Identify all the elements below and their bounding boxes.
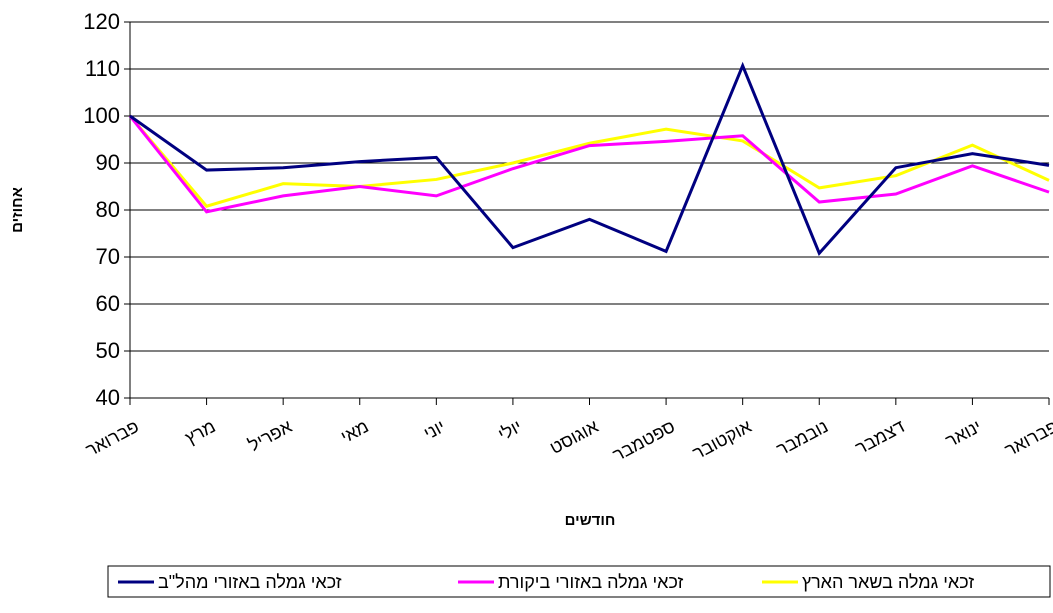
x-tick-label: יולי bbox=[495, 416, 525, 445]
y-tick-label: 110 bbox=[85, 56, 120, 81]
x-tick-label: אפריל bbox=[245, 416, 296, 456]
y-tick-label: 40 bbox=[96, 385, 120, 410]
x-tick-label: נובמבר bbox=[773, 416, 831, 460]
legend-label: זכאי גמלה בשאר הארץ bbox=[802, 572, 974, 592]
x-tick-label: פברואר bbox=[82, 416, 142, 460]
legend-label: זכאי גמלה באזורי מהל"ב bbox=[158, 572, 342, 592]
y-tick-label: 100 bbox=[83, 103, 120, 128]
x-tick-label: יוני bbox=[420, 416, 448, 444]
x-tick-label: דצמבר bbox=[852, 416, 908, 458]
x-tick-label: מאי bbox=[337, 416, 371, 447]
y-tick-label: 90 bbox=[96, 150, 120, 175]
y-tick-label: 120 bbox=[83, 9, 120, 34]
x-tick-label: אוגוסט bbox=[546, 416, 602, 458]
x-tick-label: אוקטובר bbox=[689, 416, 755, 464]
y-tick-label: 50 bbox=[96, 338, 120, 363]
series-line bbox=[128, 115, 1050, 208]
y-tick-label: 60 bbox=[96, 291, 120, 316]
x-tick-label: ינואר bbox=[942, 416, 984, 451]
x-tick-label: פברואר bbox=[1001, 416, 1053, 460]
x-tick-label: מרץ bbox=[182, 416, 219, 448]
series-line bbox=[129, 61, 1050, 257]
x-tick-label: ספטמבר bbox=[610, 416, 679, 465]
y-tick-label: 80 bbox=[96, 197, 120, 222]
series-line bbox=[128, 115, 1050, 214]
y-tick-label: 70 bbox=[96, 244, 120, 269]
legend-box bbox=[107, 565, 1051, 598]
legend-label: זכאי גמלה באזורי ביקורת bbox=[498, 572, 684, 592]
x-axis-title: חודשים bbox=[565, 512, 616, 529]
y-axis-title: אחוזים bbox=[9, 187, 26, 233]
